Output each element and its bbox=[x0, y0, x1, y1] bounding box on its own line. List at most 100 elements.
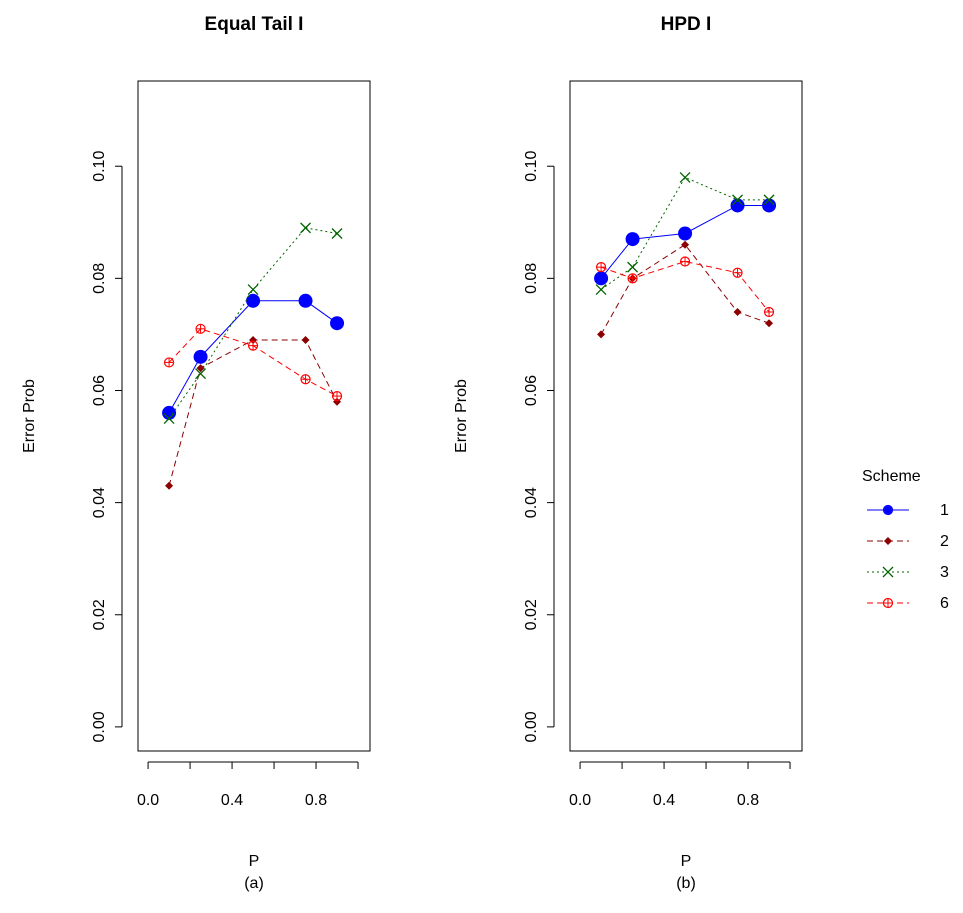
series-line bbox=[168, 339, 338, 486]
legend-label: 2 bbox=[940, 533, 949, 550]
y-tick-label: 0.04 bbox=[91, 487, 108, 518]
marker-stroke bbox=[247, 284, 259, 296]
point-marker bbox=[882, 566, 894, 578]
point-marker bbox=[730, 198, 745, 213]
y-tick-label: 0.02 bbox=[91, 599, 108, 630]
point-marker bbox=[762, 198, 777, 213]
point-marker bbox=[595, 262, 607, 273]
point-marker bbox=[679, 256, 691, 267]
series-line bbox=[600, 261, 770, 313]
point-marker bbox=[884, 537, 892, 545]
x-tick-label: 0.0 bbox=[569, 792, 591, 809]
y-axis-label: Error Prob bbox=[21, 379, 38, 453]
point-marker bbox=[331, 228, 343, 239]
point-marker bbox=[330, 316, 345, 331]
y-tick-label: 0.10 bbox=[523, 151, 540, 182]
subtitle: (b) bbox=[676, 875, 696, 892]
marker-diamond bbox=[884, 537, 892, 545]
point-marker bbox=[733, 307, 742, 316]
point-marker bbox=[300, 374, 311, 385]
point-marker bbox=[331, 390, 343, 402]
marker-dot bbox=[594, 271, 609, 286]
point-marker bbox=[247, 340, 259, 351]
marker-diamond bbox=[165, 481, 174, 490]
marker-diamond bbox=[196, 364, 205, 373]
point-marker bbox=[196, 364, 205, 373]
y-tick-label: 0.00 bbox=[523, 711, 540, 742]
point-marker bbox=[246, 293, 261, 308]
point-marker bbox=[301, 336, 310, 345]
point-marker bbox=[165, 481, 174, 490]
marker-dot bbox=[678, 226, 693, 241]
chart-title: HPD I bbox=[661, 14, 712, 35]
point-marker bbox=[732, 194, 744, 206]
point-marker bbox=[298, 293, 313, 308]
x-tick-label: 0.4 bbox=[653, 792, 675, 809]
point-marker bbox=[882, 597, 894, 609]
point-marker bbox=[681, 240, 690, 249]
legend-label: 1 bbox=[940, 502, 949, 519]
point-marker bbox=[732, 267, 743, 278]
marker-stroke bbox=[627, 261, 639, 273]
point-marker bbox=[625, 232, 640, 247]
y-tick-label: 0.02 bbox=[523, 599, 540, 630]
marker-diamond bbox=[301, 336, 310, 345]
point-marker bbox=[163, 357, 175, 368]
point-marker bbox=[763, 306, 775, 318]
x-axis-label: P bbox=[249, 853, 260, 870]
x-tick-label: 0.8 bbox=[737, 792, 759, 809]
marker-dot bbox=[762, 198, 777, 213]
y-tick-label: 0.00 bbox=[91, 711, 108, 742]
y-tick-label: 0.10 bbox=[91, 151, 108, 182]
point-marker bbox=[162, 405, 177, 420]
marker-diamond bbox=[733, 307, 742, 316]
marker-dot bbox=[330, 316, 345, 331]
plot-box bbox=[137, 80, 371, 752]
legend: 1 2 3 6 bbox=[867, 502, 949, 612]
marker-stroke bbox=[163, 413, 175, 424]
point-marker bbox=[595, 284, 607, 296]
chart-title: Equal Tail I bbox=[205, 14, 304, 35]
point-marker bbox=[597, 330, 606, 339]
series-line bbox=[600, 244, 770, 335]
marker-diamond bbox=[765, 319, 774, 328]
marker-dot bbox=[730, 198, 745, 213]
y-axis-label: Error Prob bbox=[453, 379, 470, 453]
point-marker bbox=[163, 413, 175, 424]
point-marker bbox=[195, 368, 207, 380]
y-tick-label: 0.04 bbox=[523, 487, 540, 518]
marker-diamond bbox=[681, 240, 690, 249]
marker-stroke bbox=[679, 171, 691, 183]
marker-dot bbox=[298, 293, 313, 308]
marker-dot bbox=[162, 405, 177, 420]
point-marker bbox=[627, 261, 639, 273]
marker-stroke bbox=[732, 194, 744, 206]
x-tick-label: 0.0 bbox=[137, 792, 159, 809]
marker-dot bbox=[625, 232, 640, 247]
y-tick-label: 0.06 bbox=[91, 375, 108, 406]
plot-box bbox=[569, 80, 803, 752]
marker-dot bbox=[884, 506, 892, 514]
legend-title: Scheme bbox=[862, 468, 921, 485]
point-marker bbox=[247, 284, 259, 296]
point-marker bbox=[679, 171, 691, 183]
point-marker bbox=[765, 319, 774, 328]
series-line bbox=[168, 227, 338, 419]
point-marker bbox=[678, 226, 693, 241]
point-marker bbox=[300, 222, 312, 234]
point-marker bbox=[195, 323, 206, 334]
legend-label: 6 bbox=[940, 595, 949, 612]
point-marker bbox=[882, 504, 894, 516]
y-tick-label: 0.06 bbox=[523, 375, 540, 406]
marker-stroke bbox=[882, 566, 894, 578]
point-marker bbox=[627, 273, 638, 284]
marker-stroke bbox=[595, 284, 607, 296]
marker-stroke bbox=[331, 228, 343, 239]
marker-dot bbox=[193, 349, 208, 364]
subtitle: (a) bbox=[244, 875, 264, 892]
point-marker bbox=[594, 271, 609, 286]
y-tick-label: 0.08 bbox=[523, 263, 540, 294]
x-axis-label: P bbox=[681, 853, 692, 870]
point-marker bbox=[193, 349, 208, 364]
